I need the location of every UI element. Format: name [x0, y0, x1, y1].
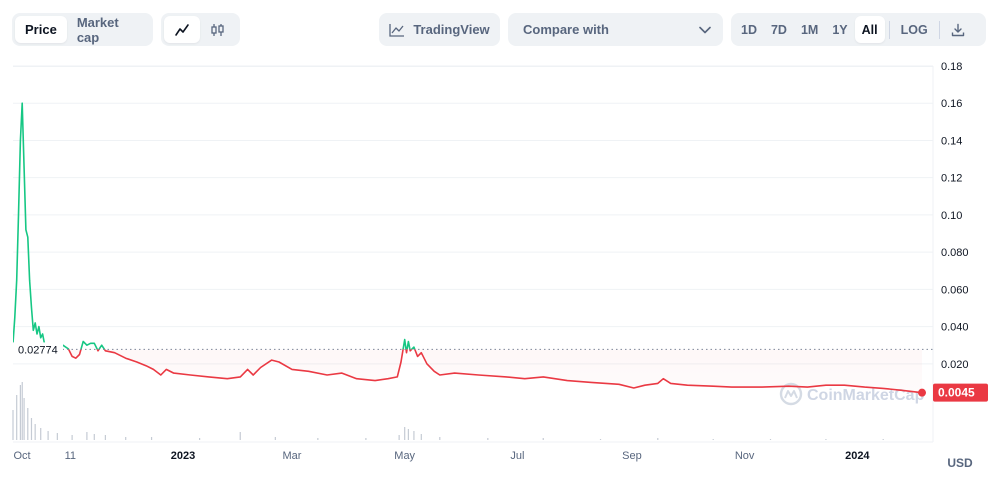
- volume-bar: [125, 437, 127, 440]
- x-tick-label: Nov: [735, 450, 755, 462]
- y-tick-label: 0.12: [941, 173, 962, 185]
- x-tick-label: Oct: [13, 450, 30, 462]
- volume-bar: [27, 408, 29, 440]
- x-tick-label: Sep: [622, 450, 642, 462]
- download-icon: [951, 23, 964, 36]
- volume-bar: [23, 398, 25, 440]
- tradingview-label: TradingView: [413, 22, 490, 37]
- volume-bar: [420, 434, 422, 440]
- y-tick-label: 0.10: [941, 210, 962, 222]
- tradingview-button[interactable]: TradingView: [379, 13, 500, 46]
- tradingview-chart-icon: [389, 23, 405, 37]
- volume-bar: [86, 432, 88, 440]
- download-button[interactable]: [944, 16, 972, 43]
- y-tick-label: 0.080: [941, 247, 969, 259]
- volume-bar: [71, 435, 73, 440]
- current-price-dot: [918, 388, 926, 397]
- current-price-label: 0.0045: [938, 386, 975, 400]
- compare-with-select[interactable]: Compare with: [508, 13, 723, 46]
- volume-bar: [12, 410, 14, 440]
- x-tick-label: 2023: [171, 450, 195, 462]
- volume-bar: [407, 429, 409, 440]
- y-tick-label: 0.060: [941, 284, 969, 296]
- volume-bar: [404, 427, 406, 440]
- x-tick-label: 11: [65, 450, 76, 462]
- y-tick-label: 0.040: [941, 322, 969, 334]
- y-tick-label: 0.14: [941, 135, 962, 147]
- y-tick-label: 0.020: [941, 359, 969, 371]
- currency-label: USD: [947, 456, 973, 470]
- y-tick-label: 0.16: [941, 98, 962, 110]
- chart-toolbar: Price Market cap TradingView Compare wit…: [12, 13, 986, 46]
- volume-bar: [40, 428, 42, 440]
- current-price-badge: [933, 383, 988, 402]
- volume-bar: [712, 439, 714, 440]
- volume-bar: [239, 432, 241, 440]
- coinmarketcap-logo-icon: [779, 382, 803, 406]
- volume-bar: [34, 424, 36, 440]
- watermark-text: CoinMarketCap: [807, 387, 925, 404]
- volume-bar: [150, 437, 153, 440]
- line-chart-button[interactable]: [164, 16, 200, 43]
- volume-bar: [769, 439, 772, 440]
- volume-bar: [882, 439, 884, 440]
- volume-bar: [398, 435, 400, 440]
- volume-bar: [825, 439, 827, 440]
- volume-bar: [657, 438, 659, 440]
- volume-bar: [47, 431, 49, 440]
- market-cap-tab[interactable]: Market cap: [76, 14, 119, 45]
- volume-bar: [413, 431, 415, 440]
- line-chart-icon: [175, 23, 189, 36]
- price-tab[interactable]: Price: [15, 16, 67, 43]
- y-tick-label: 0.18: [941, 61, 962, 73]
- coinmarketcap-logo-mark: [784, 390, 798, 399]
- price-line-below-reference: [49, 349, 923, 394]
- volume-bars: [12, 382, 884, 440]
- chart-style-toggle: [161, 13, 240, 46]
- range-1m-button[interactable]: 1M: [800, 22, 819, 37]
- range-1y-button[interactable]: 1Y: [832, 22, 848, 37]
- x-tick-label: Jul: [510, 450, 524, 462]
- chart-type-toggle: Price Market cap: [12, 13, 153, 46]
- price-area-fill: [50, 349, 922, 393]
- x-axis-ticks: Oct 11 2023 Mar May Jul Sep Nov 2024: [13, 450, 870, 462]
- time-range-toggle: 1D 7D 1M 1Y All LOG: [731, 13, 986, 46]
- candlestick-icon: [211, 23, 224, 36]
- volume-bar: [21, 382, 23, 440]
- x-tick-label: Mar: [283, 450, 302, 462]
- range-divider: [938, 20, 940, 39]
- coinmarketcap-watermark: CoinMarketCap: [779, 382, 925, 406]
- volume-bar: [56, 433, 58, 440]
- volume-bar: [487, 438, 489, 440]
- volume-bar: [16, 395, 18, 440]
- x-tick-label: May: [394, 450, 415, 462]
- range-divider: [888, 20, 890, 39]
- range-1d-button[interactable]: 1D: [741, 22, 757, 37]
- volume-bar: [274, 437, 276, 440]
- volume-bar: [30, 418, 33, 440]
- candlestick-button[interactable]: [200, 16, 236, 43]
- x-tick-label: 2024: [845, 450, 870, 462]
- price-line-above-reference: [13, 102, 416, 350]
- volume-bar: [93, 434, 95, 440]
- grid-lines: [13, 65, 933, 365]
- volume-bar: [199, 438, 201, 440]
- chevron-down-icon: [699, 26, 711, 33]
- volume-bar: [365, 438, 367, 440]
- compare-with-label: Compare with: [523, 22, 609, 37]
- y-axis-ticks: 0.18 0.16 0.14 0.12 0.10 0.080 0.060 0.040 0.020: [941, 61, 969, 371]
- range-all-button[interactable]: All: [854, 16, 885, 43]
- volume-bar: [439, 437, 441, 440]
- reference-price-label: 0.02774: [18, 344, 58, 356]
- volume-bar: [599, 439, 602, 440]
- range-7d-button[interactable]: 7D: [770, 22, 787, 37]
- volume-bar: [317, 438, 319, 440]
- volume-bar: [19, 385, 21, 440]
- volume-bar: [104, 435, 106, 440]
- reference-price-label-bg: [13, 342, 63, 359]
- volume-bar: [542, 438, 544, 440]
- log-scale-button[interactable]: LOG: [900, 22, 928, 37]
